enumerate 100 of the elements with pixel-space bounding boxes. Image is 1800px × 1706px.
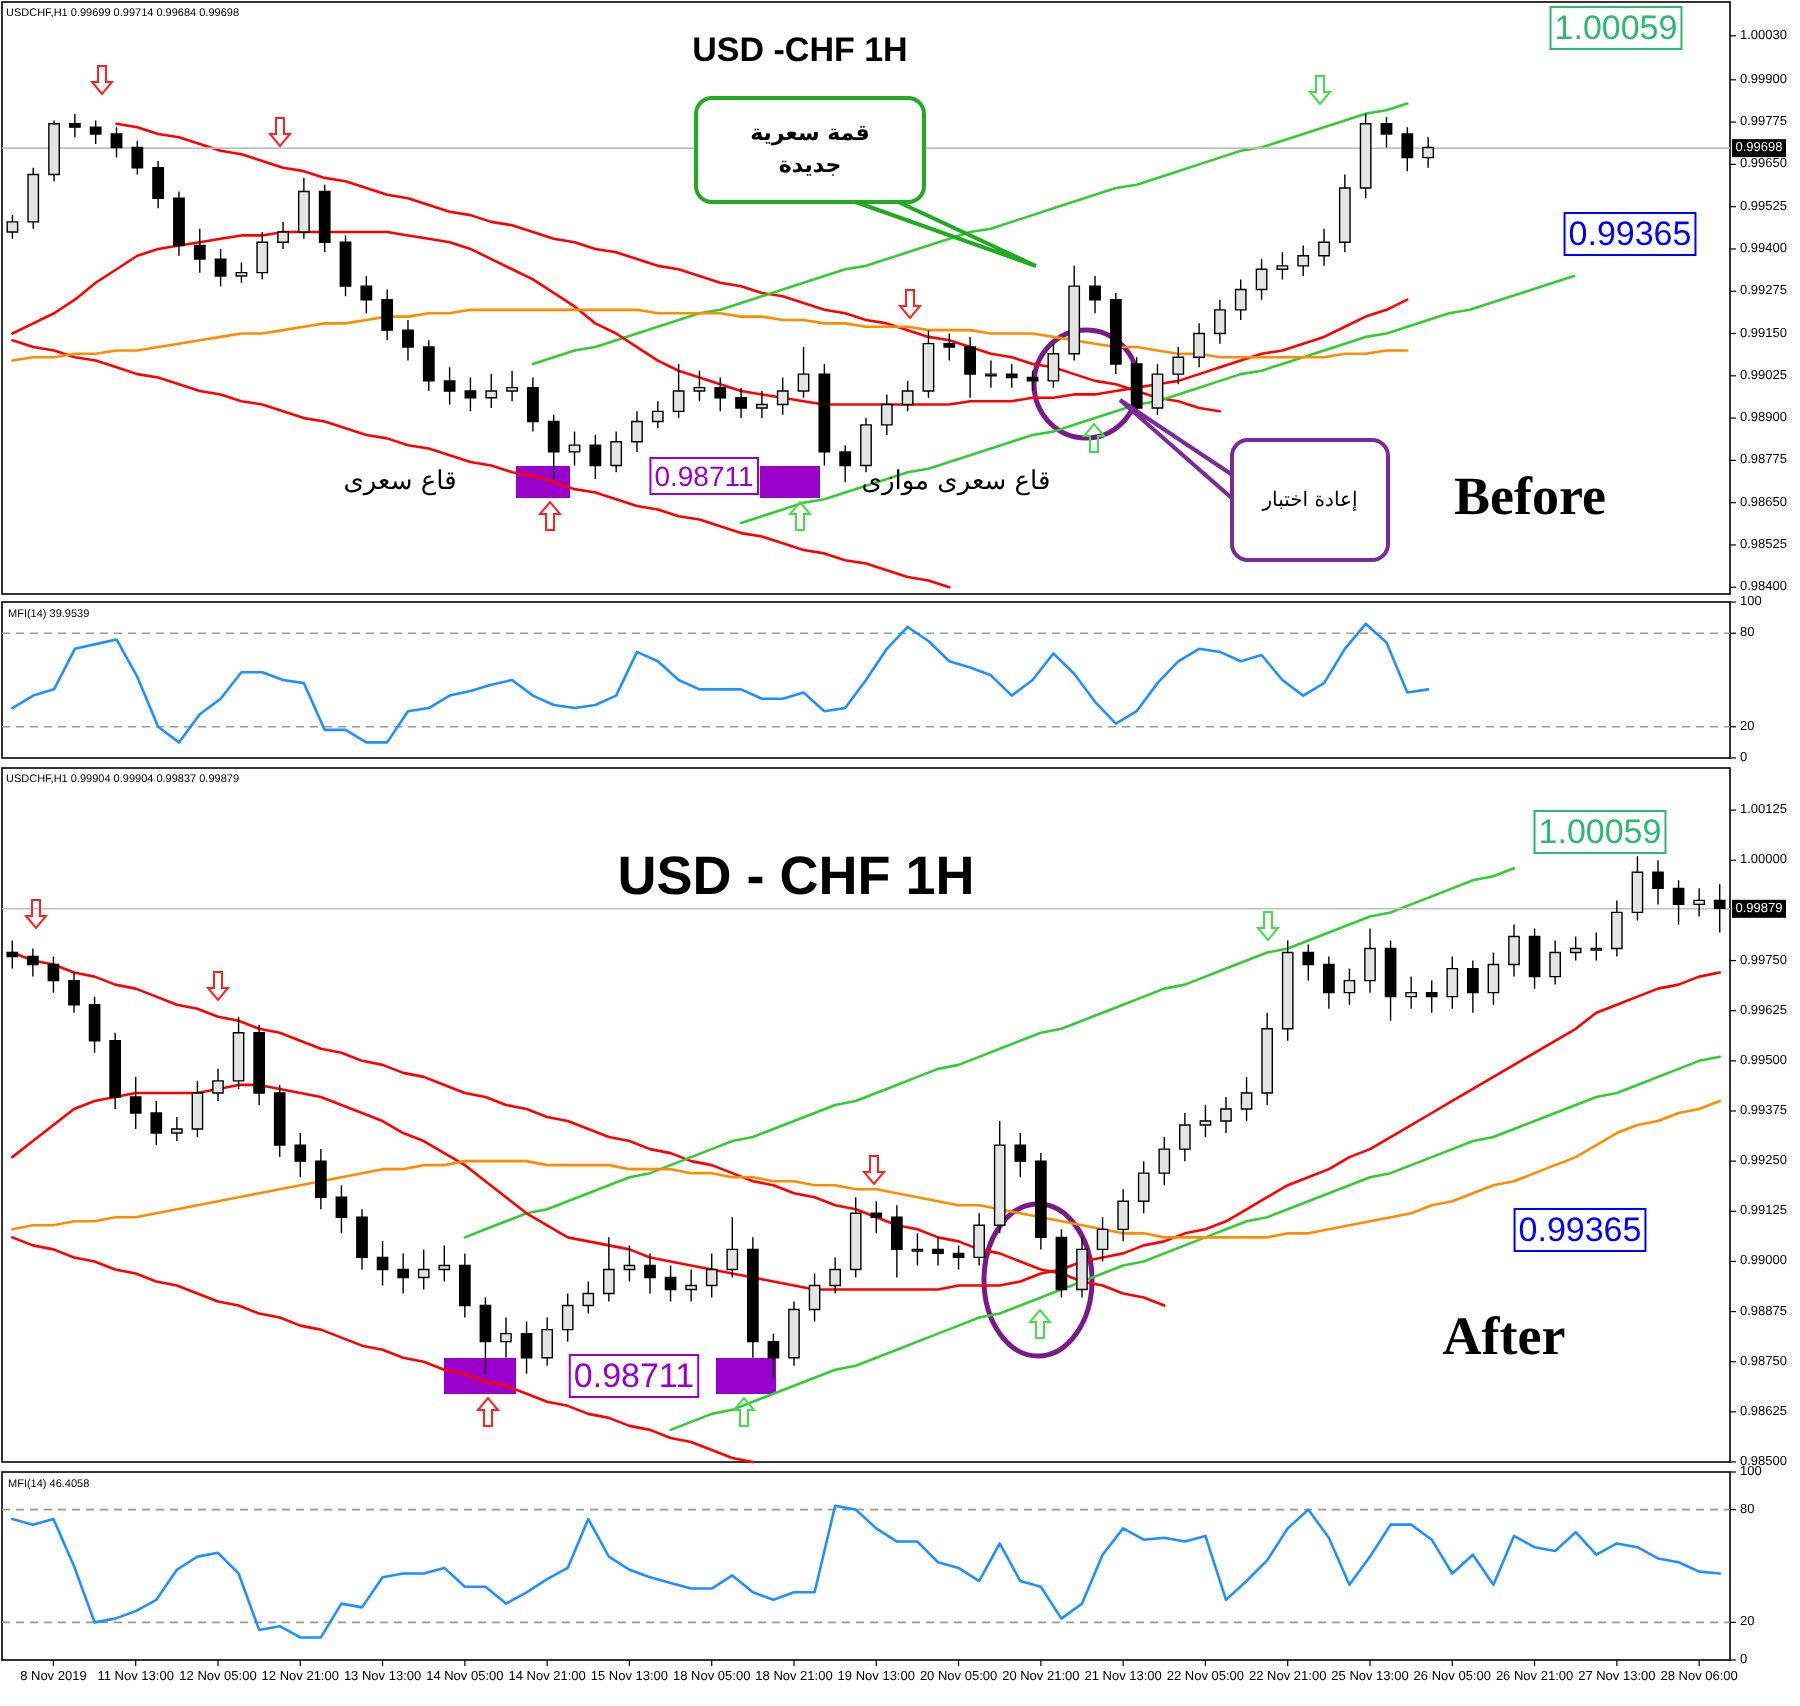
candlestick xyxy=(561,1292,574,1343)
text: USD - CHF 1H xyxy=(617,846,975,906)
candlestick xyxy=(1026,370,1039,392)
candlestick xyxy=(1199,1104,1212,1138)
candlestick xyxy=(68,112,81,139)
candlestick xyxy=(152,160,165,210)
candlestick xyxy=(294,1132,307,1178)
candlestick xyxy=(1281,939,1294,1042)
candlestick xyxy=(1401,126,1414,172)
candlestick xyxy=(664,1264,677,1303)
candlestick xyxy=(952,1244,965,1271)
candlestick xyxy=(438,1244,451,1283)
candlestick xyxy=(603,1236,615,1303)
annotation: إعادة اختبار xyxy=(1259,487,1360,515)
candlestick xyxy=(212,1068,224,1102)
candlestick xyxy=(1652,859,1664,906)
candlestick xyxy=(756,390,768,419)
candlestick xyxy=(1089,275,1101,314)
candlestick xyxy=(829,1256,841,1295)
candlestick xyxy=(459,1252,471,1319)
annotation: 1.00059 xyxy=(1554,9,1678,47)
candlestick xyxy=(422,339,435,392)
candlestick xyxy=(1261,1012,1273,1106)
candlestick xyxy=(443,366,456,406)
candlestick xyxy=(747,1236,759,1359)
candlestick xyxy=(568,430,581,467)
candlestick xyxy=(1487,951,1500,1006)
candlestick xyxy=(1359,112,1372,199)
candlestick xyxy=(1672,879,1685,926)
candlestick xyxy=(705,1252,718,1299)
candlestick xyxy=(1405,975,1417,1010)
candlestick xyxy=(541,1316,553,1367)
candlestick xyxy=(1323,955,1335,1010)
candlestick xyxy=(1276,251,1289,281)
candlestick xyxy=(464,376,477,413)
candlestick xyxy=(214,248,227,287)
candlestick xyxy=(767,1332,780,1379)
candlestick xyxy=(1068,265,1081,362)
candlestick xyxy=(1179,1112,1191,1162)
candlestick xyxy=(526,376,539,433)
candlestick xyxy=(6,939,19,970)
candlestick xyxy=(277,221,289,250)
candlestick xyxy=(776,376,789,416)
candlestick xyxy=(88,995,101,1054)
candlestick xyxy=(943,332,956,362)
candlestick xyxy=(1611,899,1623,958)
candlestick xyxy=(173,190,185,257)
candlestick xyxy=(1338,173,1351,254)
candlestick xyxy=(1234,278,1247,321)
candlestick xyxy=(1255,258,1268,301)
candlestick xyxy=(1318,227,1330,267)
line-series xyxy=(10,1504,1722,1639)
candlestick xyxy=(171,1116,183,1142)
candlestick xyxy=(1302,943,1315,982)
candlestick xyxy=(797,346,810,399)
candlestick xyxy=(1117,1188,1129,1243)
candlestick xyxy=(315,1148,327,1210)
candlestick xyxy=(485,373,498,409)
annotation: قاع سعرى موازى xyxy=(861,467,1051,497)
candlestick xyxy=(479,1296,492,1375)
candlestick xyxy=(1005,363,1018,389)
candlestick xyxy=(506,370,518,402)
candlestick xyxy=(672,363,685,419)
candlestick xyxy=(1446,955,1459,1010)
candlestick xyxy=(1151,363,1164,416)
candlestick xyxy=(735,386,747,419)
candlestick xyxy=(922,329,935,399)
candlestick xyxy=(589,434,602,480)
candlestick xyxy=(880,393,893,436)
annotation: قاع سعرى xyxy=(343,467,457,497)
candlestick xyxy=(318,183,331,254)
candlestick xyxy=(376,1240,389,1287)
candlestick xyxy=(27,947,39,978)
line-series xyxy=(11,308,1409,362)
candlestick xyxy=(891,1204,903,1279)
candlestick xyxy=(191,1080,204,1138)
candlestick xyxy=(110,126,123,159)
candlestick xyxy=(651,400,664,429)
line-series xyxy=(11,622,1430,744)
annotation: After xyxy=(1442,1306,1566,1366)
candlestick xyxy=(1364,927,1376,994)
candlestick xyxy=(808,1272,821,1323)
candlestick xyxy=(582,1280,595,1315)
candlestick xyxy=(1076,1236,1088,1299)
candlestick xyxy=(1693,887,1705,918)
candlestick xyxy=(1549,939,1561,986)
annotation: 1.00059 xyxy=(1538,813,1662,851)
candlestick xyxy=(1055,1228,1068,1299)
candlestick xyxy=(1096,1216,1109,1263)
candlestick xyxy=(256,231,269,281)
candlestick xyxy=(402,319,414,362)
candlestick xyxy=(1380,116,1393,149)
candlestick xyxy=(714,376,727,413)
candlestick xyxy=(693,370,706,402)
candlestick xyxy=(860,417,872,473)
callout: إعادة اختبار xyxy=(1118,398,1390,562)
candlestick xyxy=(1528,927,1541,990)
candlestick xyxy=(109,1032,121,1110)
candlestick xyxy=(1631,855,1644,922)
candlestick xyxy=(520,1320,533,1375)
